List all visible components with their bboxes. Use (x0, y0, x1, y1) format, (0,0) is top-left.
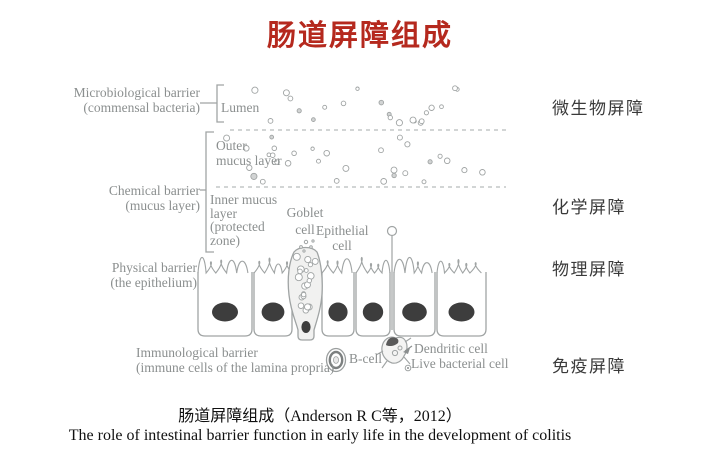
goblet-nucleus (301, 321, 311, 333)
label-inner-mucus-layer: Inner mucus layer (protected zone) (210, 192, 278, 248)
cell-nuclei (212, 302, 475, 322)
label-lumen: Lumen (221, 100, 260, 115)
caption: 肠道屏障组成（Anderson R C等，2012） The role of i… (0, 407, 640, 445)
b-cell-icon (325, 347, 347, 373)
caption-paper-title: The role of intestinal barrier function … (68, 427, 572, 444)
label-physical-barrier: Physical barrier (the epithelium) (110, 260, 197, 290)
right-label-immunological: 免疫屏障 (552, 357, 626, 376)
label-live-bacterial-cell: Live bacterial cell (411, 356, 509, 371)
label-epithelial-cell: Epithelial cell (316, 223, 369, 253)
dendritic-process (386, 225, 398, 330)
outer-mucus-bacteria-dots (223, 134, 486, 185)
label-outer-mucus-layer: Outer mucus layer (216, 138, 282, 168)
label-immunological-barrier: Immunological barrier (immune cells of t… (136, 345, 335, 375)
page-title: 肠道屏障组成 (266, 20, 453, 52)
label-dendritic-cell: Dendritic cell (414, 341, 488, 356)
caption-citation: 肠道屏障组成（Anderson R C等，2012） (178, 408, 462, 425)
label-chemical-barrier: Chemical barrier (mucus layer) (108, 183, 200, 213)
label-goblet-cell: Goblet cell (286, 205, 324, 237)
right-label-microbiological: 微生物屏障 (552, 99, 645, 118)
label-microbiological-barrier: Microbiological barrier (commensal bacte… (73, 85, 200, 115)
lumen-bacteria-dots (251, 85, 460, 127)
goblet-vesicles (292, 252, 319, 314)
microvilli (197, 256, 482, 275)
goblet-cell-shape (287, 239, 323, 341)
label-b-cell: B-cell (349, 351, 382, 366)
right-label-physical: 物理屏障 (552, 260, 626, 279)
goblet-secretion-dots (299, 239, 315, 253)
right-label-chemical: 化学屏障 (552, 198, 626, 217)
dendritic-arrow (403, 345, 413, 354)
bracket-chemical (205, 131, 214, 253)
dendritic-cell-shape (375, 336, 412, 372)
